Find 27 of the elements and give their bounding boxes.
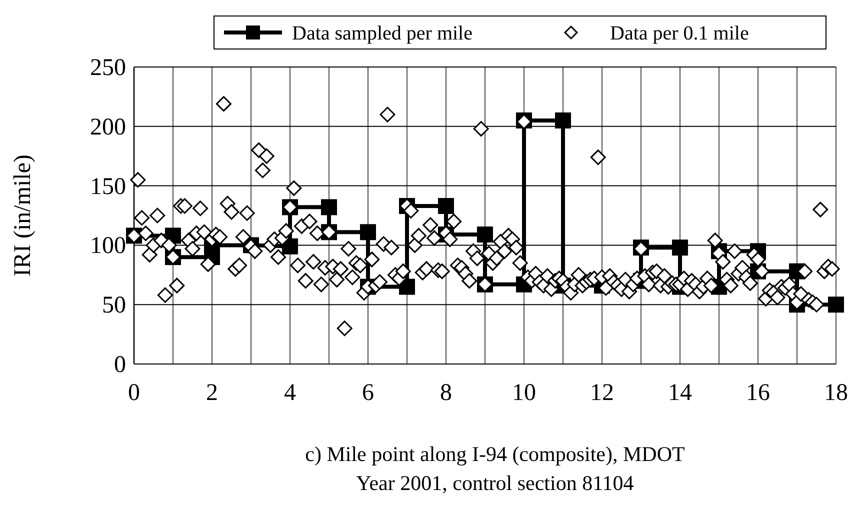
point [828, 296, 844, 313]
y-axis-title: IRI (in/mile) [10, 154, 36, 276]
x-tick-label: 14 [668, 380, 692, 406]
x-tick-label: 16 [746, 380, 770, 406]
point [555, 112, 571, 128]
y-tick-label: 100 [90, 233, 126, 260]
point [477, 226, 493, 243]
x-tick-label: 10 [512, 380, 536, 406]
x-tick-label: 8 [440, 380, 452, 406]
x-tick-label: 2 [206, 380, 218, 406]
x-tick-label: 12 [590, 380, 614, 406]
x-tick-label: 18 [824, 380, 848, 406]
y-tick-label: 0 [114, 352, 126, 378]
legend-label: Data sampled per mile [292, 22, 473, 44]
x-tick-label: 4 [284, 380, 296, 406]
x-axis-title: c) Mile point along I-94 (composite), MDOT [305, 442, 686, 466]
point [438, 198, 454, 214]
x-tick-label: 6 [362, 380, 374, 406]
text: Year 2001, control section 81104 [356, 471, 634, 495]
point [672, 240, 688, 256]
y-tick-label: 250 [90, 55, 126, 81]
y-tick-label: 200 [90, 114, 126, 140]
y-tick-label: 150 [90, 174, 126, 200]
point [360, 224, 376, 240]
point [321, 199, 337, 216]
legend-label: Data per 0.1 mile [610, 22, 749, 44]
y-tick-label: 50 [102, 292, 126, 319]
